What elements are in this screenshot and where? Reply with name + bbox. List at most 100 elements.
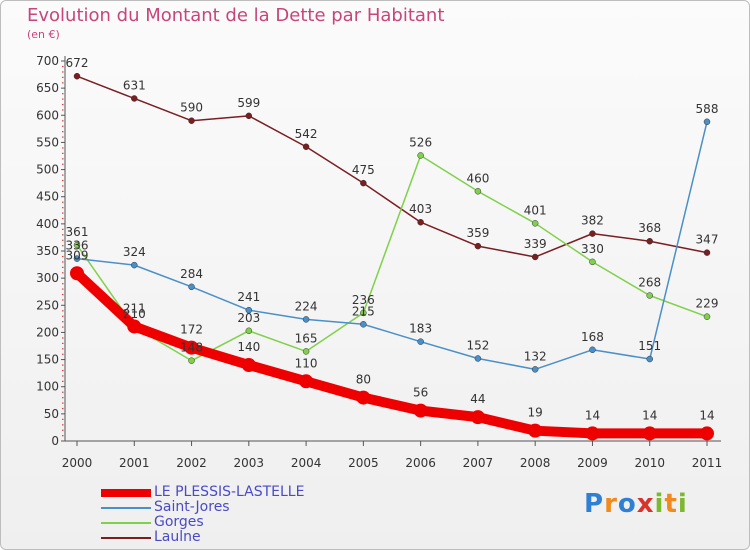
y-minor-tick [62,158,64,160]
logo-letter: i [677,489,688,519]
data-label: 401 [524,203,547,217]
y-minor-tick [62,375,64,377]
y-minor-tick [62,120,64,122]
logo-letter: r [604,489,618,519]
data-label: 224 [295,299,318,313]
y-minor-tick [62,369,64,372]
data-label: 339 [524,237,547,251]
series-line [76,75,708,258]
data-point [703,118,711,126]
y-tick-label: 550 [36,135,59,149]
y-minor-tick [62,326,64,328]
data-label: 241 [237,290,260,304]
legend-swatch [101,536,151,539]
y-minor-tick [62,212,64,214]
x-tick-label: 2006 [405,456,436,470]
y-minor-tick [62,76,64,78]
logo-letter: x [636,489,655,519]
data-label: 268 [638,276,661,290]
data-point [245,306,253,314]
x-tick-label: 2009 [577,456,608,470]
series-line [76,121,708,371]
y-minor-tick [62,255,64,258]
y-minor-tick [62,266,64,268]
data-label: 382 [581,214,604,228]
data-point [188,117,195,124]
data-label: 236 [352,293,375,307]
legend-label: LE PLESSIS-LASTELLE [154,484,305,500]
y-minor-tick [62,293,64,296]
data-point [700,426,714,441]
data-point [302,143,310,151]
y-minor-tick [62,217,64,220]
y-minor-tick [62,239,64,241]
data-point [356,390,371,405]
x-tick-label: 2004 [291,456,322,470]
chart-subtitle: (en €) [27,28,60,41]
x-tick-label: 2001 [119,456,150,470]
data-point [470,410,485,425]
y-tick-label: 100 [36,380,59,394]
legend-swatch [101,521,151,524]
y-minor-tick [62,109,64,111]
legend-swatch [101,506,151,509]
logo-letter: o [617,489,637,519]
data-point [245,327,253,335]
data-label: 542 [295,127,318,141]
data-label: 403 [409,202,432,216]
proxiti-logo: Proxiti [584,489,688,519]
data-label: 211 [123,301,146,315]
data-point [531,366,539,373]
data-label: 526 [409,135,432,149]
data-point [302,316,310,323]
y-minor-tick [62,71,64,73]
data-label: 56 [413,386,428,400]
data-point [131,261,138,269]
data-point [646,237,653,245]
data-label: 183 [409,322,432,336]
y-minor-tick [62,348,64,350]
data-point [703,313,711,320]
y-tick-label: 700 [36,54,59,68]
y-minor-tick [62,103,64,106]
y-minor-tick [62,429,64,431]
data-label: 631 [123,78,146,92]
data-point [73,72,81,80]
data-point [302,348,310,355]
legend-item: LE PLESSIS-LASTELLE [101,485,304,500]
y-tick-label: 650 [36,81,59,95]
series-line [72,268,712,439]
data-point [188,283,195,291]
legend-item: Saint-Jores [101,500,304,515]
y-minor-tick [62,179,64,182]
data-label: 203 [237,311,260,325]
logo-letter: P [584,489,605,519]
data-point [589,346,596,354]
y-minor-tick [62,228,64,230]
y-tick-label: 350 [36,244,59,258]
data-label: 672 [66,56,89,70]
data-label: 110 [295,356,318,370]
data-label: 215 [352,304,375,318]
data-label: 172 [180,323,203,337]
data-label: 14 [699,408,714,422]
data-point [417,338,424,345]
y-minor-tick [62,342,64,344]
y-minor-tick [62,364,64,366]
data-label: 359 [466,226,489,240]
y-tick-label: 50 [44,407,59,421]
y-minor-tick [62,418,64,420]
data-point [188,357,195,364]
chart-legend: LE PLESSIS-LASTELLE Saint-Jores Gorges Laul… [101,485,304,545]
data-point [589,230,596,237]
data-point [417,152,424,159]
data-label: 347 [696,233,719,247]
y-minor-tick [62,131,64,133]
y-minor-tick [62,234,64,236]
x-tick-label: 2008 [520,456,551,470]
y-tick-label: 250 [36,298,59,312]
data-label: 284 [180,267,203,281]
y-minor-tick [62,261,64,263]
data-label: 14 [585,408,600,422]
